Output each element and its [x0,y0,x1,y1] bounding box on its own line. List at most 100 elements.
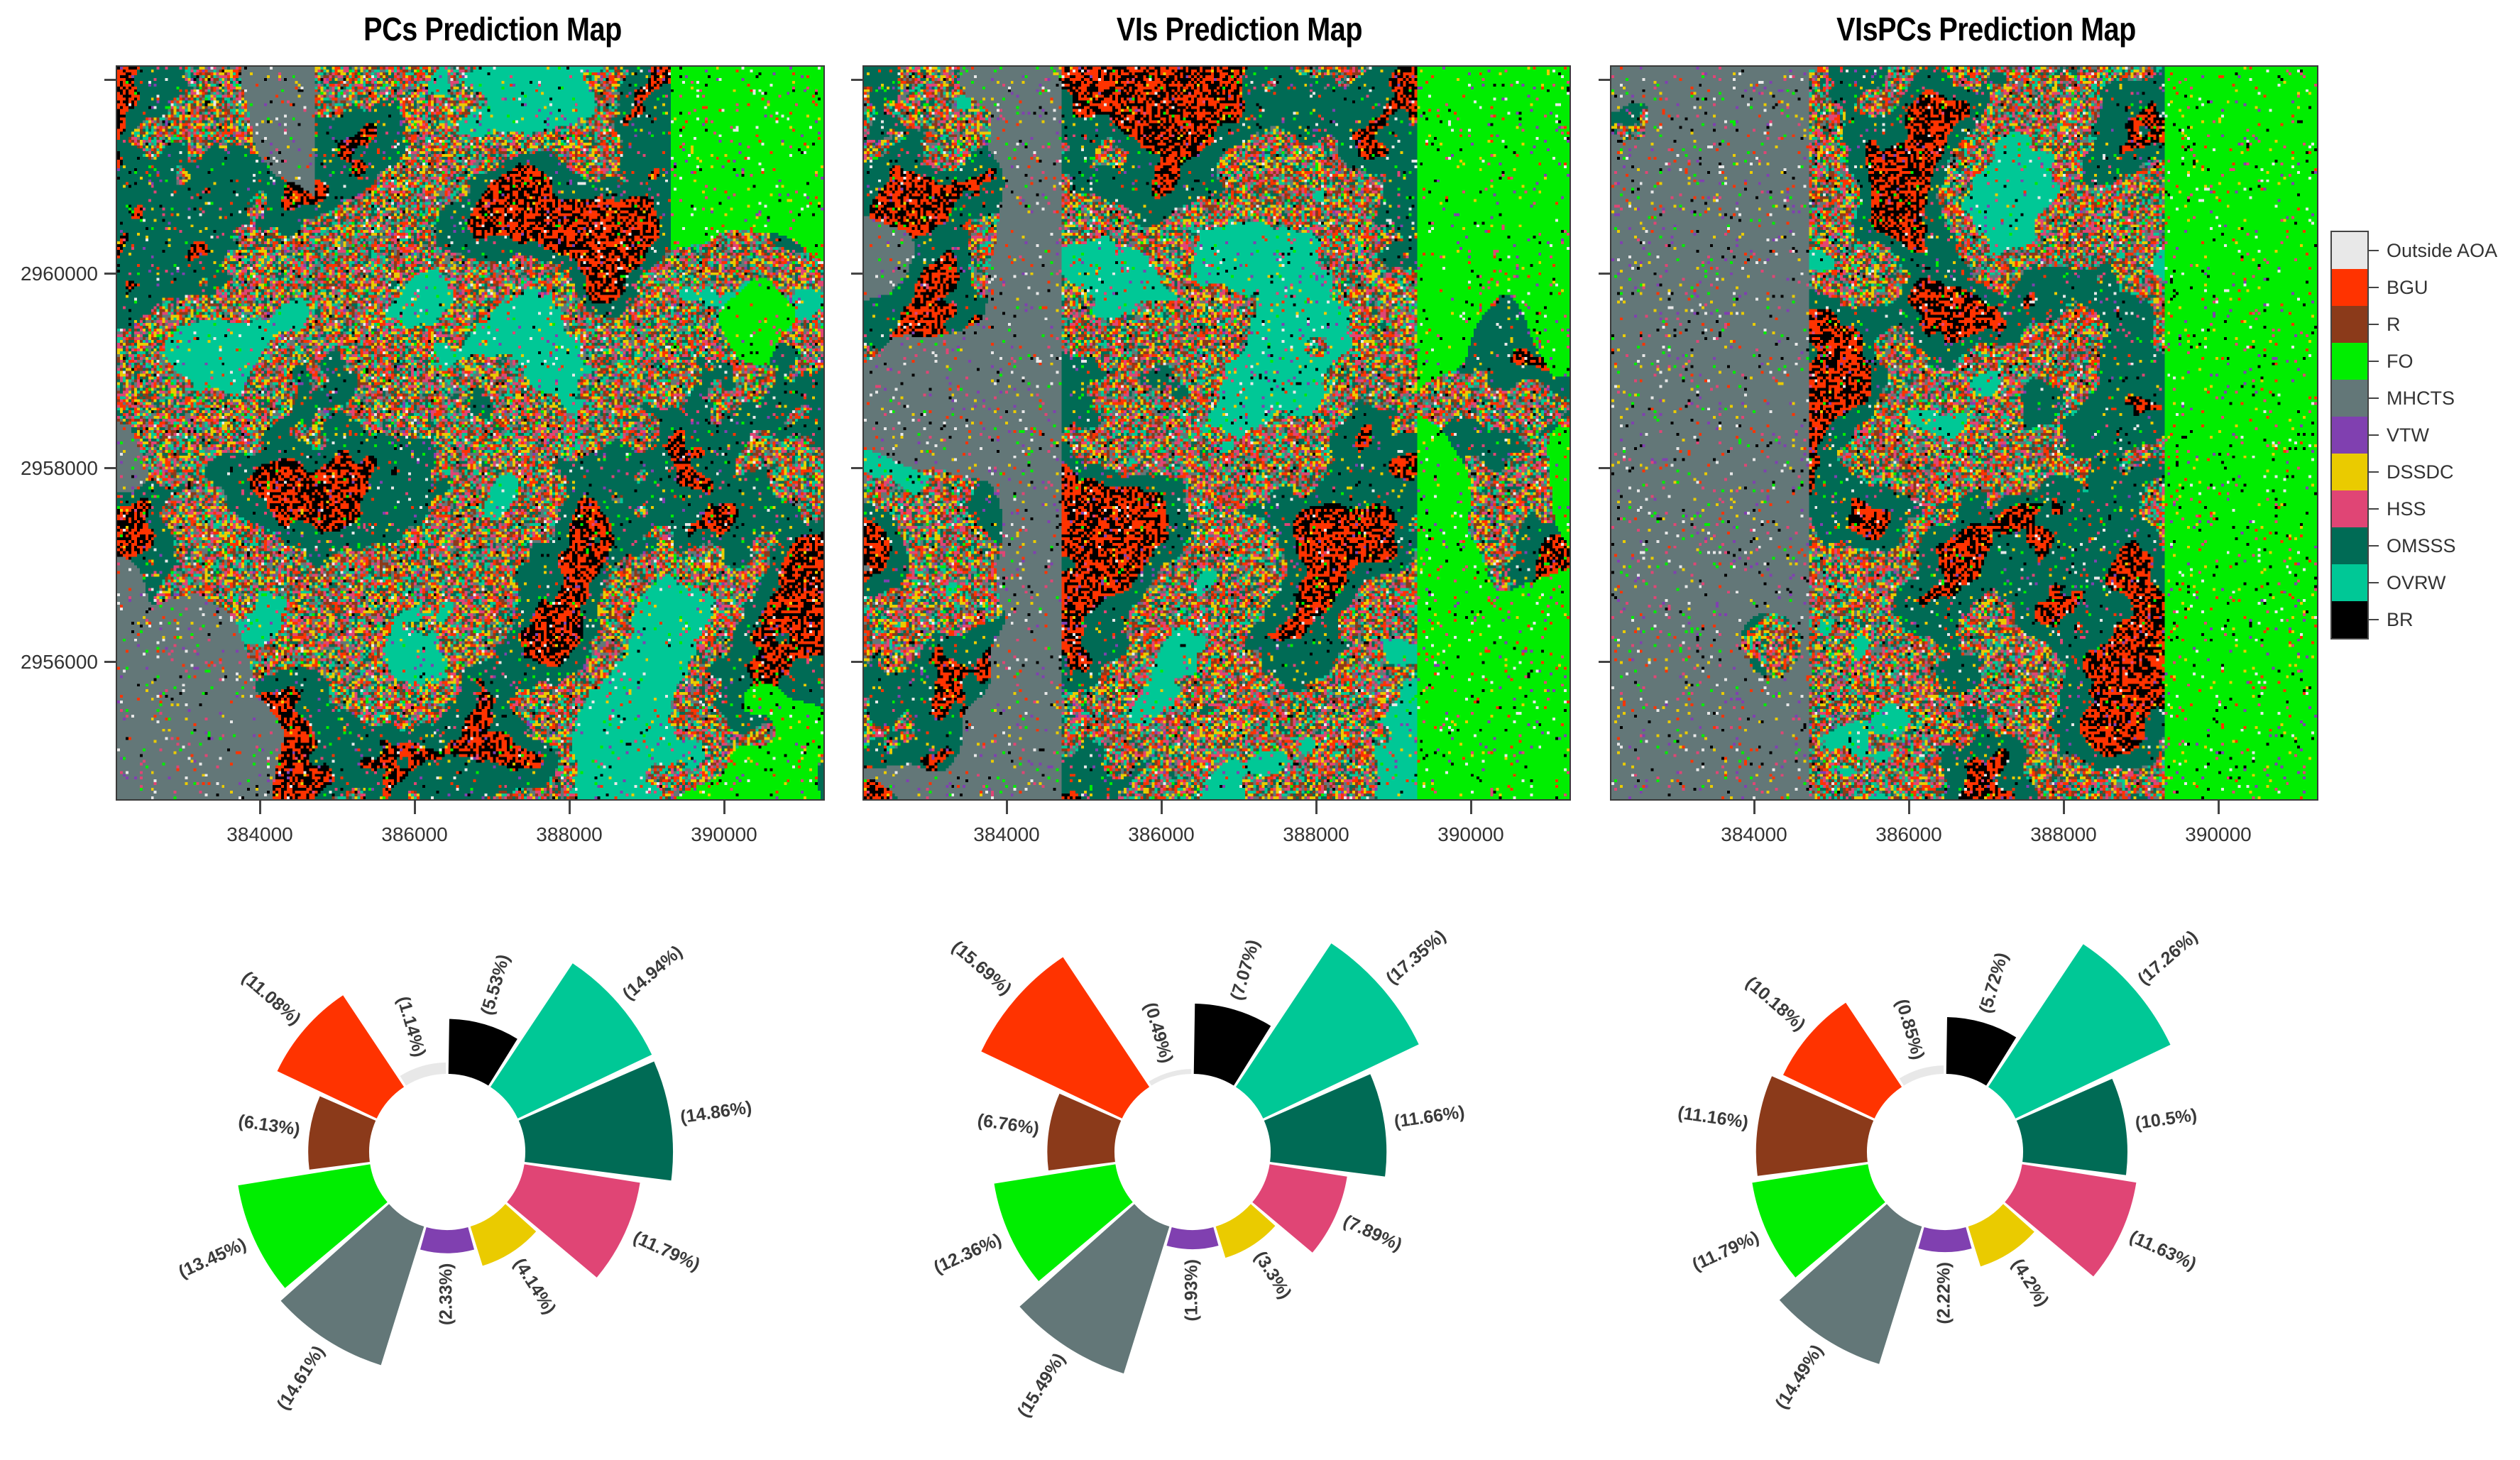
rose-bar-fo [1752,1164,1885,1278]
legend-label: BGU [2387,276,2428,298]
rose-bar-bgu [1782,1002,1902,1119]
rose-bar-outside-aoa [1899,1065,1944,1086]
rose-value-label: (5.72%) [1976,950,2012,1016]
legend-label: R [2387,313,2401,335]
legend-tick [2369,545,2379,547]
legend-tick [2369,471,2379,473]
legend-item: BGU [2369,269,2428,306]
rose-bar-br [1193,1004,1271,1086]
rose-bar-mhcts [280,1204,424,1366]
legend-tick [2369,324,2379,325]
y-tick [851,661,863,663]
legend-label: BR [2387,608,2414,630]
legend-swatch [2332,527,2367,564]
legend-label: OVRW [2387,571,2446,593]
legend-label: HSS [2387,498,2426,520]
rose-bar-fo [994,1164,1133,1281]
rose-bar-outside-aoa [400,1063,447,1086]
rose-value-label: (6.13%) [237,1111,302,1139]
rose-value-label: (1.93%) [1182,1259,1202,1322]
legend-item: R [2369,306,2401,343]
rose-bar-hss [1252,1164,1347,1253]
y-tick-label: 2958000 [20,457,98,479]
x-tick [723,801,725,814]
rose-bar-bgu [277,995,405,1119]
legend-tick [2369,508,2379,510]
y-tick [1599,467,1611,469]
y-tick [851,273,863,275]
legend-tick [2369,619,2379,620]
rose-value-label: (6.76%) [976,1110,1041,1138]
y-tick [1599,273,1611,275]
legend-item: VTW [2369,417,2429,454]
rose-bar-r [1047,1093,1122,1170]
x-tick [2063,801,2065,814]
rose-value-label: (2.33%) [437,1263,456,1326]
x-tick [1753,801,1755,814]
legend-label: VTW [2387,424,2429,446]
y-tick [104,273,116,275]
rose-bar-dssdc [470,1204,537,1266]
y-tick [851,79,863,81]
rose-value-label: (13.45%) [175,1234,249,1283]
legend-tick [2369,287,2379,288]
x-tick-label: 388000 [2030,823,2097,845]
rose-value-label: (11.08%) [238,967,305,1029]
legend-item: MHCTS [2369,380,2455,417]
rose-bar-omsss [518,1061,674,1181]
legend-label: DSSDC [2387,461,2454,483]
map-title-vispcs: VIsPCs Prediction Map [1836,11,2136,48]
rose-value-label: (10.18%) [1742,972,1809,1035]
legend-item: BR [2369,601,2414,638]
legend-tick [2369,582,2379,583]
rose-chart-vis: (7.07%) (17.35%) (11.66%) (7.89%) (3.3%) (1.9… [931,926,1466,1421]
legend-swatch [2332,232,2367,269]
rose-value-label: (15.49%) [1014,1349,1069,1420]
x-tick-label: 384000 [973,823,1040,845]
legend-label: FO [2387,350,2414,372]
x-tick-label: 384000 [1721,823,1787,845]
map-title-vis: VIs Prediction Map [1116,11,1363,48]
rose-value-label: (7.07%) [1227,938,1264,1003]
prediction-map-vis [862,65,1571,801]
legend-label: MHCTS [2387,387,2455,409]
rose-bar-vtw [1166,1227,1219,1250]
rose-bar-omsss [1264,1074,1387,1177]
y-tick [104,467,116,469]
rose-bar-fo [238,1164,388,1288]
prediction-map-vispcs [1610,65,2318,801]
rose-value-label: (0.85%) [1892,997,1929,1062]
rose-value-label: (4.14%) [510,1255,560,1318]
rose-value-label: (7.89%) [1340,1211,1405,1255]
rose-value-label: (17.35%) [1382,926,1450,989]
legend-item: HSS [2369,490,2426,527]
rose-chart-vispcs: (5.72%) (17.26%) (10.5%) (11.63%) (4.2%) (2.2… [1677,926,2201,1412]
rose-bar-vtw [1918,1227,1972,1253]
legend-item: OVRW [2369,564,2446,601]
legend-swatch [2332,380,2367,417]
legend-tick [2369,250,2379,251]
y-tick [1599,79,1611,81]
legend-tick [2369,361,2379,362]
x-tick [1315,801,1317,814]
rose-bar-outside-aoa [1149,1069,1192,1086]
rose-bar-br [448,1019,517,1086]
x-tick-label: 390000 [2185,823,2252,845]
legend-item: Outside AOA [2369,232,2497,269]
prediction-map-pcs [116,65,825,801]
rose-value-label: (0.49%) [1140,1000,1177,1065]
legend-swatch [2332,417,2367,454]
x-tick [1161,801,1163,814]
rose-bar-mhcts [1019,1204,1170,1374]
rose-bar-dssdc [1215,1204,1276,1258]
rose-chart-pcs: (5.53%) (14.94%) (14.86%) (11.79%) (4.14%) (2… [175,942,753,1414]
rose-value-label: (10.5%) [2134,1105,2198,1134]
legend-label: Outside AOA [2387,239,2498,261]
rose-bar-hss [507,1164,640,1278]
rose-value-label: (3.3%) [1250,1248,1295,1302]
rose-value-label: (14.86%) [679,1097,752,1127]
rose-value-label: (11.79%) [1689,1227,1763,1275]
rose-bar-r [1755,1076,1874,1176]
x-tick [1908,801,1910,814]
x-tick-label: 390000 [1437,823,1504,845]
